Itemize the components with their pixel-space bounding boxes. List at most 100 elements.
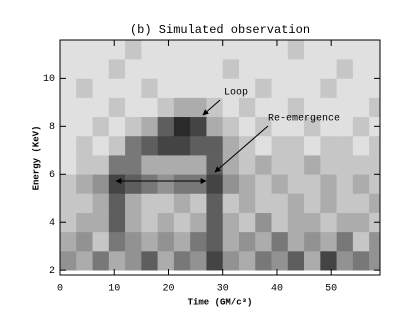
heat-cell [271,155,289,175]
heat-cell [157,193,175,213]
heat-cell [238,193,256,213]
heat-cell [255,174,272,194]
heat-cell [173,78,191,98]
heat-cell [287,97,305,118]
heat-cell [76,251,93,271]
x-tick-label: 10 [108,284,120,295]
heat-cell [125,155,142,175]
heat-cell [157,155,175,175]
heat-cell [320,212,337,233]
heat-cell [173,116,191,137]
heat-cell [108,155,126,175]
heat-cell [206,40,224,60]
heat-cell [92,174,110,194]
heat-cell [238,40,256,60]
heat-cell [222,135,240,156]
heat-cell [92,97,110,118]
heat-cell [255,59,272,79]
heat-cell [108,231,126,252]
heat-cell [76,193,93,213]
heat-cell [141,116,158,137]
heat-cell [157,251,175,271]
heat-cell [92,251,110,271]
heat-cell [352,78,370,98]
heat-cell [108,116,126,137]
heat-cell [320,174,337,194]
heat-cell [92,155,110,175]
heat-cell [60,155,77,175]
heat-cell [369,231,380,252]
heat-cell [336,212,354,233]
heat-cell [190,251,207,271]
heat-cell [271,251,289,271]
heat-cell [352,59,370,79]
heat-cell [222,155,240,175]
heat-cell [238,78,256,98]
heat-cell [92,78,110,98]
x-tick-label: 30 [217,284,229,295]
heat-cell [304,251,321,271]
heat-cell [287,155,305,175]
heat-cell [287,231,305,252]
heat-cell [222,59,240,79]
heat-cell [206,78,224,98]
y-tick-label: 2 [49,266,55,277]
heat-cell [190,193,207,213]
heat-cell [108,174,126,194]
heat-cell [190,59,207,79]
heat-cell [222,231,240,252]
heat-cell [157,40,175,60]
heat-cell [190,174,207,194]
heat-cell [157,59,175,79]
heat-cell [190,78,207,98]
heat-cell [320,231,337,252]
heat-cell [352,135,370,156]
heat-cell [304,78,321,98]
heat-cell [60,40,77,60]
heat-cell [76,231,93,252]
heat-cell [336,59,354,79]
heat-cell [108,78,126,98]
heat-cell [320,40,337,60]
heat-cell [125,97,142,118]
heat-cell [173,212,191,233]
heat-cell [157,231,175,252]
heat-cell [352,212,370,233]
heat-cell [271,231,289,252]
heat-cell [320,135,337,156]
heat-cell [92,212,110,233]
heat-cell [304,116,321,137]
heat-cell [255,97,272,118]
heat-cell [76,40,93,60]
heat-cell [238,155,256,175]
heat-cell [238,251,256,271]
heat-cell [141,40,158,60]
x-tick-label: 40 [271,284,283,295]
plot-frame [59,39,381,276]
heat-cell [173,97,191,118]
heat-cell [157,174,175,194]
heat-cell [304,193,321,213]
heat-cell [369,97,380,118]
heat-cell [190,155,207,175]
heat-cell [92,231,110,252]
heat-cell [336,78,354,98]
heat-cell [206,59,224,79]
heat-cell [255,135,272,156]
heat-cell [287,78,305,98]
annotation: Re-emergence [268,114,340,125]
heat-cell [352,116,370,137]
chart-title: (b) Simulated observation [130,23,310,37]
heat-cell [141,174,158,194]
heat-cell [287,251,305,271]
heat-cell [206,193,224,213]
heat-cell [352,40,370,60]
y-tick-label: 6 [49,170,55,181]
heat-cell [336,193,354,213]
heat-cell [255,78,272,98]
heat-cell [238,174,256,194]
heat-cell [304,40,321,60]
heat-cell [190,116,207,137]
heat-cell [304,174,321,194]
